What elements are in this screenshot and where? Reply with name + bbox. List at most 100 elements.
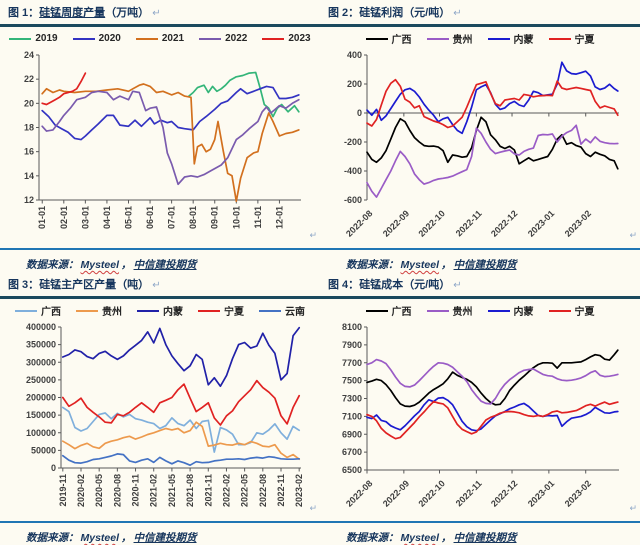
x-tick-label: 08-01 [188, 206, 198, 229]
source-citic-link[interactable]: 中信建投期货 [453, 259, 517, 271]
x-tick-label: 12-01 [274, 206, 284, 229]
y-tick-label: 300000 [26, 357, 56, 367]
chart-legend: 广西 贵州 内蒙 宁夏 [320, 300, 640, 322]
legend-label: 宁夏 [574, 35, 595, 46]
source-mysteel-link[interactable]: Mysteel [400, 532, 440, 544]
legend-item-宁夏: 宁夏 [548, 303, 595, 318]
source-mysteel-link[interactable]: Mysteel [80, 259, 120, 271]
legend-item-贵州: 贵州 [76, 303, 122, 318]
chart-canvas: 0 50000 100000 150000 200000 250000 300000 3500… [0, 322, 320, 522]
cell-return-mark-icon: ↵ [309, 503, 317, 513]
series-line-2021 [41, 82, 300, 202]
x-tick-label: 2022-11 [276, 474, 286, 507]
y-tick-label: 24 [24, 50, 34, 60]
chart-legend: 2019 2020 2021 2022 2023 [0, 28, 320, 50]
separator-rule [320, 248, 640, 250]
figure-title: 图 1：硅锰周度产量（万吨） ↵ [0, 0, 320, 24]
legend-item-内蒙: 内蒙 [487, 303, 534, 318]
x-tick-label: 2022-08 [258, 474, 268, 507]
source-citic-link[interactable]: 中信建投期货 [133, 259, 197, 271]
x-tick-label: 2022-11 [454, 478, 484, 508]
source-prefix: 数据来源： [346, 259, 399, 271]
series-line-2022 [41, 89, 300, 185]
x-tick-label: 07-01 [167, 206, 177, 229]
figure-label: 图 4： [328, 279, 360, 291]
legend-line-swatch [15, 309, 37, 312]
figure-title: 图 3：硅锰主产区产量（吨） ↵ [0, 272, 320, 296]
series-line-2020 [41, 85, 300, 140]
x-tick-label: 02-01 [59, 206, 69, 229]
source-citic-link[interactable]: 中信建投期货 [133, 532, 197, 544]
return-mark-icon: ↵ [152, 280, 161, 291]
legend-label: 2020 [98, 33, 121, 44]
series-line-2023 [41, 71, 87, 105]
separator-rule [320, 521, 640, 523]
figure-title-unit: （元/吨） [403, 279, 451, 291]
series-line-广西 [366, 348, 619, 407]
y-tick-label: 100000 [26, 427, 56, 437]
legend-line-swatch [365, 309, 388, 312]
x-tick-label: 2022-08 [344, 478, 374, 508]
legend-label: 广西 [391, 35, 412, 46]
legend-line-swatch [487, 37, 510, 40]
legend-item-2023: 2023 [262, 33, 311, 44]
figure-title-unit: （万吨） [105, 7, 150, 19]
series-line-广西 [366, 115, 619, 170]
legend-item-内蒙: 内蒙 [487, 31, 534, 46]
legend-line-swatch [72, 37, 95, 40]
x-tick-label: 2022-11 [454, 208, 484, 238]
data-source: 数据来源： Mysteel，中信建投期货 [320, 523, 640, 545]
series-line-贵州 [366, 123, 619, 198]
x-tick-label: 10-01 [231, 206, 241, 229]
legend-item-贵州: 贵州 [426, 31, 473, 46]
y-tick-label: 400000 [26, 322, 56, 332]
legend-line-swatch [487, 309, 510, 312]
figure-label: 图 3： [8, 279, 40, 291]
legend-label: 贵州 [452, 35, 473, 46]
x-tick-label: 2020-11 [131, 474, 141, 507]
source-prefix: 数据来源： [346, 532, 399, 544]
y-tick-label: 14 [24, 170, 34, 180]
x-tick-label: 2020-08 [112, 474, 122, 507]
x-tick-label: 2022-08 [344, 208, 374, 238]
x-tick-label: 2020-05 [94, 474, 104, 507]
chart-svg-2: -600 -400 -200 0 200 400 2022-08 2022-09 2022-10… [344, 50, 619, 238]
source-citic-link[interactable]: 中信建投期货 [453, 532, 517, 544]
figure-panel-3: 图 3：硅锰主产区产量（吨） ↵ 广西 贵州 内蒙 宁夏 云南 0 50000 100000 1… [0, 272, 320, 545]
legend-item-2019: 2019 [9, 33, 58, 44]
separator-rule [0, 248, 320, 250]
x-tick-label: 2022-12 [489, 208, 519, 238]
x-tick-label: 2022-02 [221, 474, 231, 507]
cell-return-mark-icon: ↵ [629, 230, 637, 240]
source-mysteel-link[interactable]: Mysteel [400, 259, 440, 271]
legend-line-swatch [426, 37, 449, 40]
y-tick-label: 200000 [26, 392, 56, 402]
legend-item-内蒙: 内蒙 [137, 303, 183, 318]
figure-panel-4: 图 4：硅锰成本（元/吨） ↵ 广西 贵州 内蒙 宁夏 6500 6700 6900 7100… [320, 272, 640, 545]
separator-rule [0, 521, 320, 523]
figure-panel-2: 图 2：硅锰利润（元/吨） ↵ 广西 贵州 内蒙 宁夏 -600 -400 -200 0 200… [320, 0, 640, 272]
title-rule [320, 24, 640, 27]
legend-label: 2019 [35, 33, 58, 44]
y-tick-label: 400 [347, 50, 362, 60]
source-mysteel-link[interactable]: Mysteel [80, 532, 120, 544]
legend-item-宁夏: 宁夏 [548, 31, 595, 46]
data-source: 数据来源： Mysteel，中信建投期货 [0, 523, 320, 545]
legend-label: 贵州 [452, 307, 473, 318]
legend-label: 2021 [161, 33, 185, 44]
source-comma: ， [441, 259, 452, 271]
chart-canvas: -600 -400 -200 0 200 400 2022-08 2022-09 2022-10… [320, 50, 640, 249]
y-tick-label: -200 [344, 137, 362, 147]
legend-item-宁夏: 宁夏 [198, 303, 244, 318]
chart-canvas: 6500 6700 6900 7100 7300 7500 7700 7900 8100 2022… [320, 322, 640, 522]
chart-legend: 广西 贵州 内蒙 宁夏 云南 [0, 300, 320, 322]
chart-svg-1: 12 14 16 18 20 22 24 01-01 02-01 03-01 04-01 05-01 0… [24, 50, 301, 229]
x-tick-label: 2022-09 [381, 478, 411, 508]
y-tick-label: -600 [344, 195, 362, 205]
x-tick-label: 2022-12 [489, 478, 519, 508]
series-line-宁夏 [366, 400, 619, 440]
legend-line-swatch [262, 37, 285, 40]
title-rule [0, 296, 320, 299]
x-tick-label: 04-01 [102, 206, 112, 229]
legend-item-2021: 2021 [135, 33, 185, 44]
